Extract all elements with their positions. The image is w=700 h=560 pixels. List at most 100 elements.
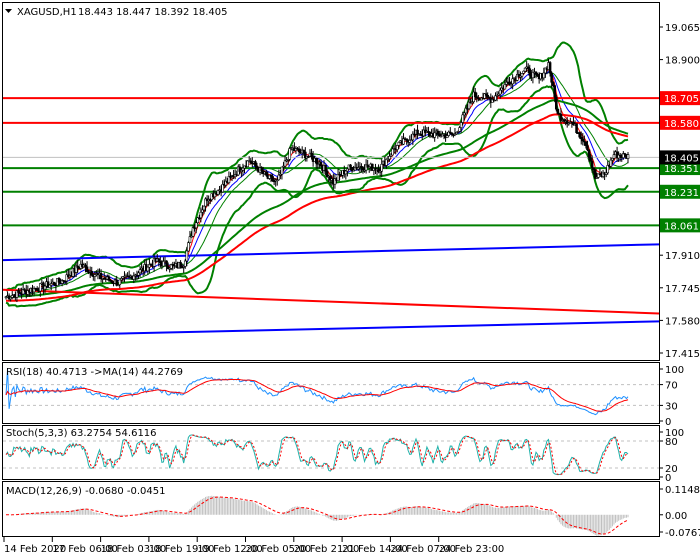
- candle-body: [411, 133, 415, 141]
- candle-body: [216, 190, 220, 195]
- candle-body: [193, 227, 196, 229]
- candle-body: [65, 274, 69, 282]
- candle-body: [459, 122, 463, 128]
- candle-body: [275, 179, 279, 182]
- candle-body: [208, 199, 212, 201]
- price-tick-label: 17.580: [665, 316, 700, 327]
- candle-body: [229, 176, 232, 178]
- level-tag: [660, 161, 700, 176]
- candle-body: [450, 132, 454, 135]
- candle-body: [146, 266, 150, 272]
- candle-body: [339, 174, 343, 177]
- rsi-tick-label: 70: [665, 381, 678, 392]
- time-tick-label: 24 Feb 23:00: [439, 544, 505, 555]
- candle-body: [227, 176, 231, 184]
- candle-body: [361, 167, 365, 171]
- candle-body: [199, 211, 203, 219]
- stoch-main-line: [5, 434, 629, 476]
- candle-body: [137, 272, 140, 276]
- candle-body: [626, 154, 630, 159]
- candle-body: [238, 166, 242, 172]
- candle-body: [198, 217, 201, 220]
- candle-body: [246, 160, 249, 168]
- candle-body: [328, 176, 332, 181]
- candle-body: [152, 257, 156, 267]
- candle-body: [463, 112, 466, 116]
- rsi-tick-label: 30: [665, 401, 678, 412]
- stoch-tick-label: 0: [665, 473, 671, 484]
- candle-body: [438, 133, 441, 137]
- candle-body: [32, 288, 36, 293]
- candle-body: [491, 99, 494, 103]
- candle-body: [185, 250, 189, 262]
- candle-body: [268, 174, 271, 179]
- candle-body: [622, 153, 625, 159]
- candle-body: [159, 261, 162, 264]
- candle-body: [132, 275, 136, 280]
- candle-body: [445, 135, 449, 138]
- candle-body: [279, 173, 282, 176]
- candle-body: [35, 288, 39, 291]
- candle-body: [255, 165, 259, 169]
- candle-body: [592, 167, 596, 171]
- candle-body: [346, 168, 349, 172]
- candle-body: [470, 101, 474, 104]
- symbol-label: XAGUSD,H1: [17, 7, 77, 18]
- bollinger-middle: [5, 71, 629, 298]
- candle-body: [286, 159, 290, 161]
- candle-body: [464, 107, 468, 114]
- candle-body: [188, 236, 192, 244]
- candle-body: [371, 163, 374, 171]
- candle-body: [584, 141, 588, 146]
- candle-body: [366, 164, 369, 168]
- candle-body: [422, 129, 426, 137]
- candle-body: [166, 266, 170, 270]
- candle-body: [169, 264, 173, 269]
- candle-body: [548, 62, 552, 74]
- candle-body: [427, 131, 430, 133]
- candle-body: [601, 172, 605, 177]
- level-tag: [660, 115, 700, 130]
- candle-body: [377, 168, 380, 173]
- macd-panel: [2, 481, 660, 537]
- candle-body: [349, 164, 352, 168]
- candle-body: [18, 292, 22, 294]
- candle-body: [314, 158, 318, 164]
- candle-body: [623, 153, 627, 155]
- collapse-triangle-icon[interactable]: [5, 9, 12, 13]
- candle-body: [455, 132, 458, 135]
- level-tag: [660, 218, 700, 233]
- candle-body: [53, 281, 56, 286]
- candle-body: [458, 127, 461, 132]
- rsi-panel: [2, 362, 660, 424]
- candle-body: [367, 166, 371, 168]
- ohlc-values: 18.443 18.447 18.392 18.405: [78, 7, 228, 18]
- candle-body: [90, 271, 94, 276]
- candle-body: [319, 161, 323, 167]
- candle-body: [57, 278, 61, 283]
- candle-body: [378, 170, 382, 173]
- time-tick-label: 20 Feb 21:00: [294, 544, 360, 555]
- candle-body: [453, 133, 457, 136]
- candle-body: [590, 160, 594, 169]
- candle-body: [269, 174, 273, 177]
- candle-body: [388, 156, 391, 160]
- candle-body: [43, 285, 47, 290]
- candle-body: [609, 159, 613, 167]
- candle-body: [439, 135, 443, 138]
- candle-body: [523, 67, 527, 72]
- candle-body: [76, 265, 80, 269]
- macd-signal-line: [5, 496, 629, 535]
- trendline: [2, 320, 660, 338]
- candle-body: [551, 81, 555, 86]
- candle-body: [475, 96, 479, 99]
- time-tick-label: 17 Feb 06:00: [52, 544, 118, 555]
- candle-body: [385, 158, 388, 166]
- candle-body: [271, 176, 274, 182]
- candle-body: [120, 278, 123, 281]
- candle-body: [565, 120, 569, 124]
- candle-body: [380, 163, 383, 172]
- candle-body: [483, 93, 486, 99]
- candle-body: [350, 166, 354, 172]
